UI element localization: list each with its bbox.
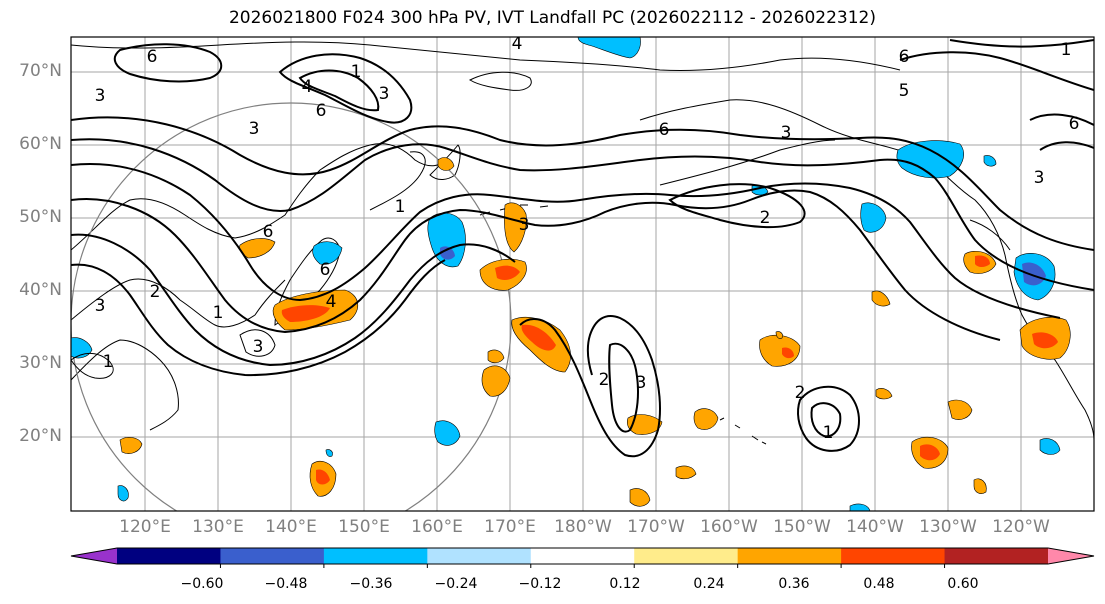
range-circle — [71, 102, 512, 511]
contour-label: 1 — [1061, 40, 1072, 60]
pv-contours-thin — [71, 71, 1011, 379]
lon-label-150e: 150°E — [338, 517, 390, 537]
lon-label-170e: 170°E — [484, 517, 536, 537]
contour-label: 3 — [781, 123, 792, 143]
colorbar-tick: 0.60 — [947, 576, 979, 592]
colorbar-tick: −0.12 — [518, 576, 562, 592]
lat-label-60n: 60°N — [19, 134, 62, 154]
coastlines — [71, 41, 1094, 445]
colorbar-segment — [737, 548, 842, 564]
lon-label-130w: 130°W — [919, 517, 977, 537]
contour-label: 6 — [659, 120, 670, 140]
pv-contour-labels: 6 3 4 1 3 6 4 6 3 6 5 3 6 1 3 2 1 2 6 3 … — [95, 34, 1080, 443]
contour-label: 2 — [150, 282, 161, 302]
map-title: 2026021800 F024 300 hPa PV, IVT Landfall… — [228, 8, 876, 28]
contour-label: 1 — [213, 303, 224, 323]
lat-label-40n: 40°N — [19, 280, 62, 300]
lon-label-160w: 160°W — [700, 517, 758, 537]
contour-label: 2 — [760, 208, 771, 228]
lat-label-50n: 50°N — [19, 207, 62, 227]
lon-label-180w: 180°W — [554, 517, 612, 537]
colorbar-segment — [634, 548, 739, 564]
lat-label-30n: 30°N — [19, 353, 62, 373]
lon-label-140w: 140°W — [846, 517, 904, 537]
contour-label: 4 — [326, 292, 337, 312]
contour-label: 3 — [379, 84, 390, 104]
colorbar-tick: 0.24 — [693, 576, 725, 592]
ivt-anomaly-fill — [71, 37, 1071, 511]
colorbar-tick: −0.24 — [434, 576, 478, 592]
colorbar-segment — [427, 548, 532, 564]
contour-label: 1 — [351, 62, 362, 82]
lon-label-130e: 130°E — [192, 517, 244, 537]
contour-label: 2 — [795, 383, 806, 403]
contour-label: 6 — [899, 47, 910, 67]
contour-label: 3 — [249, 119, 260, 139]
contour-label: 3 — [636, 373, 647, 393]
colorbar-tick: −0.36 — [349, 576, 393, 592]
contour-label: 4 — [302, 77, 313, 97]
colorbar-segment — [117, 548, 221, 564]
colorbar-tick: −0.48 — [264, 576, 308, 592]
contour-label: 6 — [320, 260, 331, 280]
lon-label-120e: 120°E — [119, 517, 171, 537]
contour-label: 1 — [395, 197, 406, 217]
colorbar-tick: 0.12 — [609, 576, 641, 592]
colorbar-segment — [944, 548, 1049, 564]
contour-label: 3 — [1034, 168, 1045, 188]
lon-label-160e: 160°E — [411, 517, 463, 537]
contour-label: 4 — [512, 34, 523, 54]
colorbar-segment — [323, 548, 428, 564]
colorbar-extend-low — [71, 548, 117, 564]
pv-contours — [71, 39, 1094, 458]
colorbar-segment — [841, 548, 946, 564]
lat-label-20n: 20°N — [19, 426, 62, 446]
colorbar — [70, 547, 1095, 568]
contour-label: 5 — [899, 81, 910, 101]
contour-label: 6 — [147, 47, 158, 67]
colorbar-segment — [530, 548, 635, 564]
lat-label-70n: 70°N — [19, 61, 62, 81]
colorbar-segment — [220, 548, 325, 564]
lon-label-150w: 150°W — [773, 517, 831, 537]
contour-label: 3 — [519, 215, 530, 235]
lon-label-140e: 140°E — [265, 517, 317, 537]
lon-label-120w: 120°W — [992, 517, 1050, 537]
contour-label: 2 — [599, 370, 610, 390]
colorbar-extend-high — [1048, 548, 1094, 564]
contour-label: 3 — [95, 86, 106, 106]
contour-label: 6 — [316, 101, 327, 121]
contour-label: 3 — [95, 296, 106, 316]
contour-label: 6 — [263, 222, 274, 242]
plot-frame — [70, 36, 1095, 512]
colorbar-tick: 0.36 — [778, 576, 810, 592]
contour-label: 6 — [1069, 114, 1080, 134]
colorbar-tick: −0.60 — [180, 576, 224, 592]
colorbar-tick: 0.48 — [863, 576, 895, 592]
colorbar-outline — [70, 547, 1095, 565]
contour-label: 3 — [253, 337, 264, 357]
lon-label-170w: 170°W — [627, 517, 685, 537]
contour-label: 1 — [823, 423, 834, 443]
contour-label: 1 — [103, 352, 114, 372]
